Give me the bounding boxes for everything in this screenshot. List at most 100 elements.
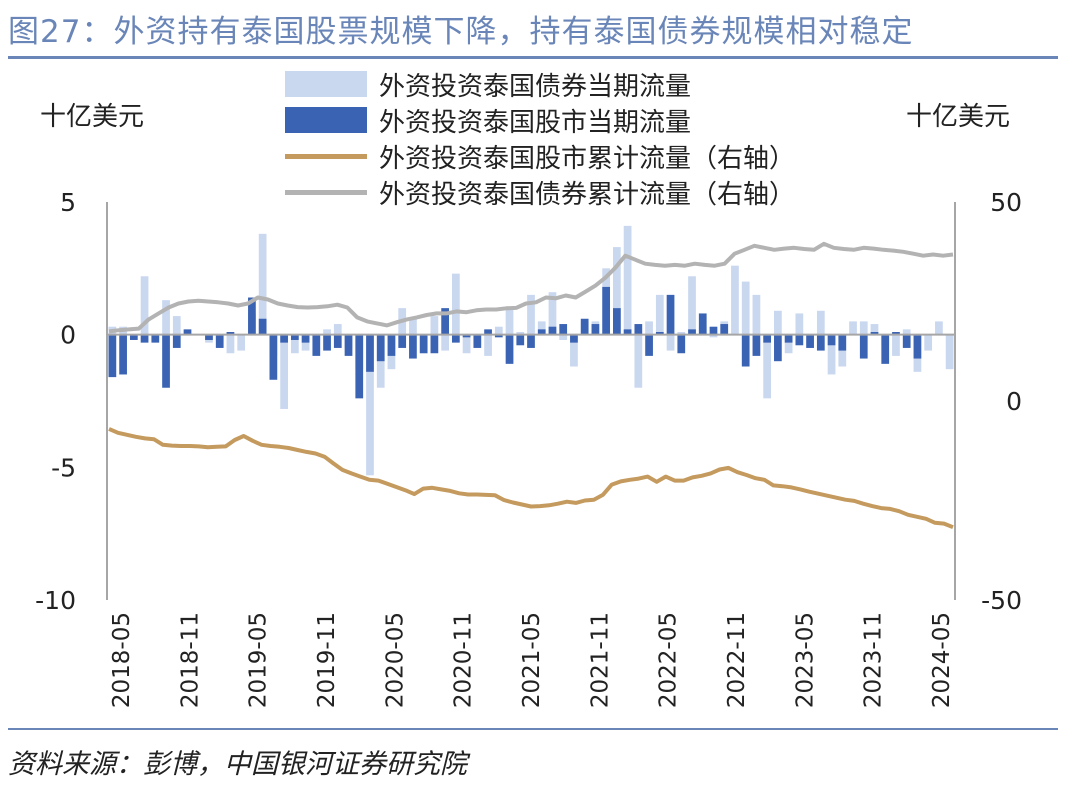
stock-flow-bar <box>441 308 449 335</box>
stock-flow-bar <box>248 297 256 335</box>
stock-flow-bar <box>398 334 407 348</box>
bond-flow-bar <box>537 321 546 335</box>
stock-flow-bar <box>172 334 181 348</box>
bond-flow-bar <box>902 329 911 335</box>
legend-label-stock-cumulative: 外资投资泰国股市累计流量（右轴） <box>379 143 796 174</box>
stock-flow-bar <box>516 334 525 346</box>
bond-flow-bar <box>290 334 299 354</box>
stock-flow-bar <box>913 334 922 359</box>
bond-flow-bar <box>688 276 696 335</box>
stock-flow-bar <box>902 334 911 348</box>
bond-flow-bar <box>870 324 879 335</box>
stock-flow-bar <box>129 334 138 340</box>
stock-flow-bar <box>859 334 868 359</box>
stock-flow-bar <box>827 334 836 346</box>
source-note: 资料来源：彭博，中国银河证券研究院 <box>8 749 467 780</box>
bond-flow-bar <box>559 334 568 340</box>
stock-flow-bar <box>838 334 847 351</box>
stock-flow-bar <box>741 334 750 367</box>
bond-flow-bar <box>441 334 449 351</box>
stock-flow-bar <box>494 334 503 338</box>
bond-flow-bar <box>333 324 342 335</box>
bond-flow-bar <box>462 334 471 354</box>
left-axis-tick-label: -10 <box>35 586 76 615</box>
stock-flow-bar <box>344 334 353 356</box>
stock-flow-bar <box>430 334 439 354</box>
bond-flow-bar <box>763 334 772 399</box>
stock-flow-bar <box>559 324 568 335</box>
figure-title: 图27：外资持有泰国股票规模下降，持有泰国债券规模相对稳定 <box>8 14 914 50</box>
bond-flow-bar <box>451 273 460 335</box>
stock-flow-bar <box>108 334 117 378</box>
stock-flow-bar <box>527 334 535 348</box>
legend-item-stock-cumulative: 外资投资泰国股市累计流量（右轴） <box>285 138 795 174</box>
right-axis-tick-label: 50 <box>990 188 1022 217</box>
stock-flow-bar <box>162 334 170 388</box>
bond-flow-bar <box>935 321 943 335</box>
bond-flow-bar <box>366 334 374 476</box>
stock-flow-bar <box>183 329 192 335</box>
legend-swatch-stock-cumulative <box>285 153 367 159</box>
chart-legend: 外资投资泰国债券当期流量 外资投资泰国股市当期流量 外资投资泰国股市累计流量（右… <box>285 66 795 210</box>
bond-flow-bar <box>172 316 181 335</box>
stock-flow-bar <box>806 334 814 348</box>
bond-flow-bar <box>376 334 385 388</box>
bond-flow-bar <box>677 332 686 335</box>
stock-flow-bar <box>537 329 546 335</box>
stock-flow-bar <box>634 324 643 335</box>
stock-flow-bar <box>151 334 160 343</box>
stock-flow-bar <box>323 334 331 351</box>
stock-flow-bar <box>784 334 793 343</box>
stock-flow-bar <box>376 334 385 362</box>
stock-flow-bar <box>892 332 900 335</box>
stock-flow-bar <box>387 334 396 356</box>
stock-flow-bar <box>688 329 696 335</box>
x-axis-tick-label: 2019-11 <box>314 612 340 708</box>
stock-flow-bar <box>623 329 632 335</box>
stock-flow-bar <box>119 334 127 375</box>
bond-flow-bar <box>709 334 718 338</box>
bond-flow-bar <box>409 318 417 335</box>
right-axis-unit: 十亿美元 <box>906 102 1011 132</box>
legend-item-stock-flow: 外资投资泰国股市当期流量 <box>285 102 795 138</box>
left-axis-tick-label: -5 <box>51 453 76 482</box>
bond-flow-bar <box>548 292 557 335</box>
stock-flow-bar <box>698 313 707 335</box>
legend-item-bond-cumulative: 外资投资泰国债券累计流量（右轴） <box>285 174 795 210</box>
stock-flow-bar <box>451 334 460 343</box>
stock-flow-bar <box>215 334 224 348</box>
stock-flow-bar <box>312 334 321 356</box>
stock-cumulative-line <box>108 427 954 530</box>
bond-flow-bar <box>237 334 246 351</box>
legend-label-stock-flow: 外资投资泰国股市当期流量 <box>379 107 692 138</box>
stock-flow-bar <box>881 334 890 364</box>
bond-flow-bar <box>945 334 954 370</box>
legend-swatch-bond-cumulative <box>285 189 367 195</box>
stock-flow-bar <box>484 329 492 335</box>
bond-flow-bar <box>741 281 750 335</box>
legend-swatch-bond-flow <box>285 71 367 97</box>
stock-flow-bar <box>655 332 664 335</box>
stock-flow-bar <box>548 326 557 335</box>
stock-flow-bar <box>816 334 825 351</box>
x-axis-tick-label: 2021-05 <box>519 612 545 708</box>
legend-label-bond-flow: 外资投资泰国债券当期流量 <box>379 71 692 102</box>
stock-flow-bar <box>140 334 149 343</box>
stock-flow-bar <box>774 334 782 362</box>
bond-flow-bar <box>784 334 793 354</box>
stock-flow-bar <box>258 318 267 335</box>
bond-flow-bar <box>505 308 514 335</box>
x-axis-tick-label: 2020-11 <box>451 612 477 708</box>
stock-flow-bar <box>462 334 471 338</box>
title-underline <box>8 56 1058 59</box>
bond-flow-bar <box>494 326 503 335</box>
stock-flow-bar <box>580 318 589 335</box>
bond-flow-bar <box>827 334 836 375</box>
x-axis-tick-label: 2019-05 <box>246 612 272 708</box>
stock-flow-bar <box>505 334 514 364</box>
stock-flow-bar <box>355 334 364 399</box>
bond-flow-bar <box>280 334 288 409</box>
stock-flow-bar <box>613 308 621 335</box>
bond-flow-bar <box>527 294 535 335</box>
